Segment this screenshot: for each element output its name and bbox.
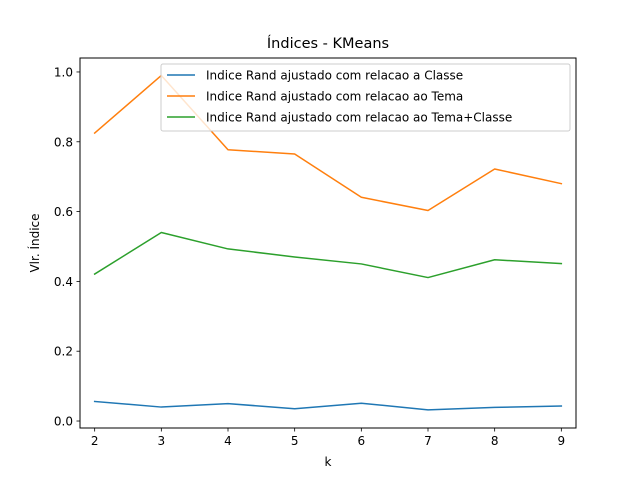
y-tick-label: 0.8 (54, 135, 73, 149)
y-axis-label: Vlr. Índice (27, 213, 42, 272)
x-tick-label: 2 (91, 434, 99, 448)
series-line-3 (93, 231, 563, 279)
y-tick-label: 0.4 (54, 275, 73, 289)
y-tick-label: 0.2 (54, 345, 73, 359)
legend-label: Indice Rand ajustado com relacao ao Tema (206, 90, 463, 104)
x-tick-label: 8 (491, 434, 499, 448)
x-tick-label: 5 (291, 434, 299, 448)
legend-box (160, 63, 571, 132)
y-tick-label: 1.0 (54, 65, 73, 79)
legend-label: Indice Rand ajustado com relacao a Class… (206, 69, 463, 83)
legend: Indice Rand ajustado com relacao a Class… (160, 63, 571, 132)
y-axis-ticks: 0.0 0.2 0.4 0.6 0.8 1.0 (54, 65, 80, 429)
axes-frame (79, 57, 577, 429)
legend-label: Indice Rand ajustado com relacao ao Tema… (206, 111, 512, 125)
y-tick-label: 0.0 (54, 415, 73, 429)
x-axis-ticks: 2 3 4 5 6 7 8 9 (91, 428, 565, 448)
x-tick-label: 3 (158, 434, 166, 448)
series-line-1 (93, 400, 563, 411)
x-tick-label: 7 (424, 434, 432, 448)
x-tick-label: 6 (358, 434, 366, 448)
x-axis-label: k (325, 455, 332, 469)
x-tick-label: 4 (224, 434, 232, 448)
y-tick-label: 0.6 (54, 205, 73, 219)
legend-items: Indice Rand ajustado com relacao a Class… (167, 69, 512, 125)
x-tick-label: 9 (558, 434, 566, 448)
chart-title: Índices - KMeans (267, 35, 389, 52)
